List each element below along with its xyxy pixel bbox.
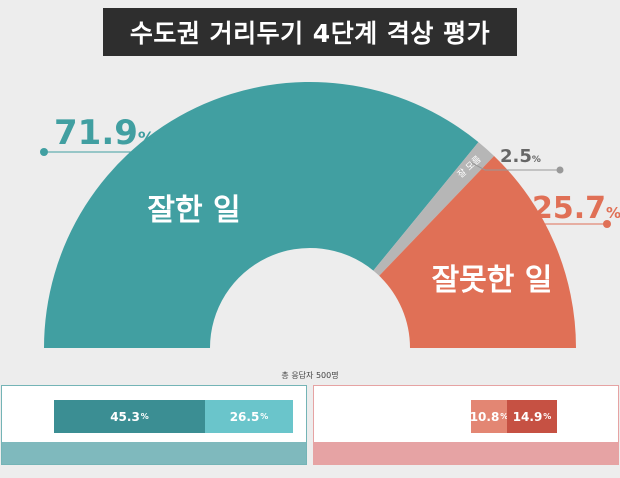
breakdown-value: 45.3	[110, 409, 140, 424]
positive-breakdown-footer	[2, 442, 306, 464]
breakdown-bar-2: 26.5%	[205, 400, 293, 433]
breakdown-value: 10.8	[469, 409, 500, 424]
breakdown-bar-1: 10.8%	[469, 400, 508, 433]
unsure-leader-line	[469, 161, 560, 171]
breakdown-bar-2: 14.9%	[507, 400, 557, 433]
slice-good-label: 잘한 일	[147, 193, 240, 228]
chart-title: 수도권 거리두기 4단계 격상 평가	[103, 8, 517, 56]
negative-breakdown-footer	[314, 442, 618, 464]
positive-breakdown-panel: 45.3%매우 잘한 일26.5%어느 정도 잘한 일	[1, 385, 307, 465]
slice-bad-label: 잘못한 일	[432, 263, 553, 298]
bad-leader-line	[521, 209, 607, 225]
unsure-value: 2.5%	[500, 146, 541, 167]
breakdown-bar-1: 45.3%	[54, 400, 205, 433]
breakdown-value: 14.9	[512, 409, 543, 424]
respondents-note: 총 응답자 500명	[281, 370, 338, 380]
good-value: 71.9%	[54, 113, 155, 153]
slice-unsure	[373, 142, 495, 276]
bad-value: 25.7%	[532, 191, 620, 226]
unsure-leader-dot	[556, 166, 564, 174]
slice-good	[44, 82, 479, 348]
slice-bad	[379, 155, 576, 348]
breakdown-value: 26.5	[229, 409, 260, 424]
negative-breakdown-panel: 10.8%어느 정도 잘못한 일14.9%매우 잘못한 일	[313, 385, 619, 465]
good-leader-dot	[40, 148, 48, 156]
bad-leader-dot	[603, 220, 611, 228]
